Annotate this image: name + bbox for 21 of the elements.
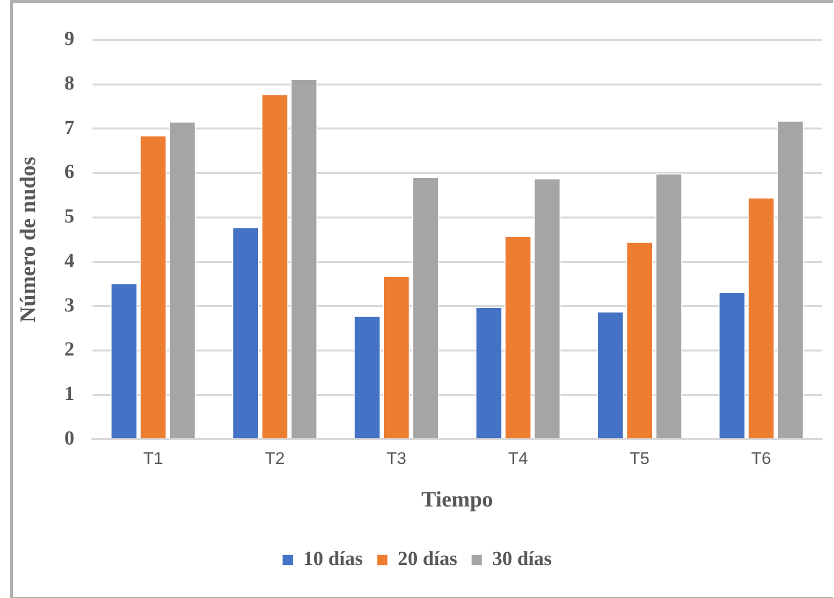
y-tick-label: 2 [64,338,74,361]
x-tick-label: T4 [508,449,528,468]
x-axis-title: Tiempo [421,486,494,512]
y-tick-label: 8 [64,72,74,95]
y-tick-label: 6 [64,161,74,184]
x-tick-label: T6 [751,449,772,468]
x-tick-label: T3 [386,449,406,468]
y-tick-label: 0 [64,427,74,450]
x-tick-label: T2 [264,449,285,468]
y-tick-label: 5 [64,206,74,228]
x-tick-label: T1 [143,449,164,468]
y-tick-label: 3 [64,294,74,316]
y-tick-label: 7 [64,116,74,139]
legend-label: 20 días [398,548,458,570]
y-axis-title: Número de nudos [14,156,40,323]
legend-label: 30 días [492,548,552,570]
legend-label: 10 días [303,548,363,570]
y-tick-label: 9 [64,28,74,50]
y-tick-label: 4 [64,250,74,272]
x-tick-label: T5 [630,449,650,468]
y-tick-label: 1 [64,383,74,406]
